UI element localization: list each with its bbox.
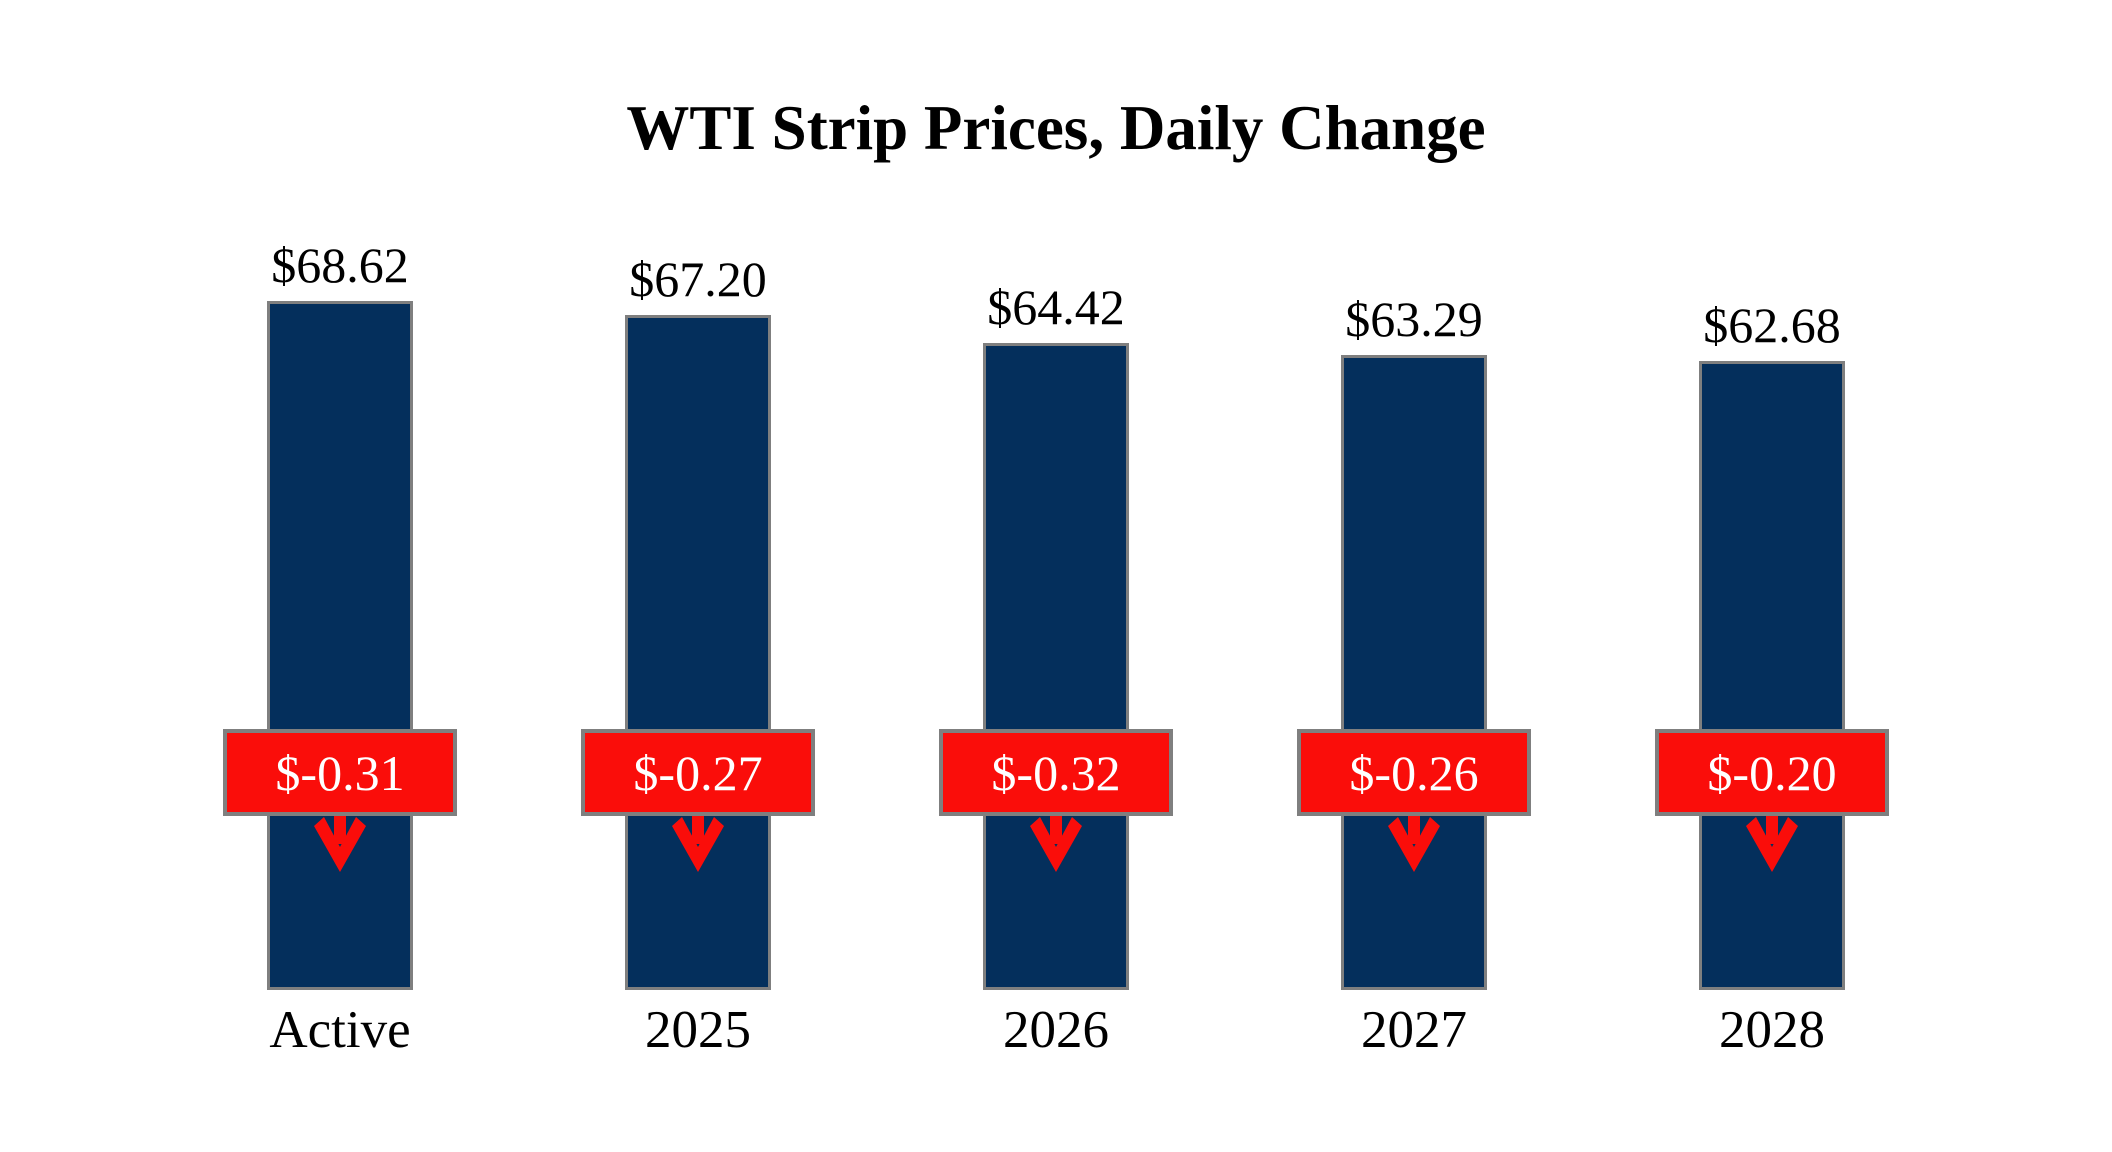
- bar-active: [267, 301, 413, 990]
- bar-value-label: $64.42: [987, 279, 1125, 335]
- daily-change-label: $-0.27: [581, 729, 815, 816]
- bar-2027: [1341, 355, 1487, 990]
- category-label: 2026: [1003, 1001, 1109, 1059]
- bar-value-label: $68.62: [271, 237, 409, 293]
- bar-value-label: $62.68: [1703, 297, 1841, 353]
- daily-change-label: $-0.31: [223, 729, 457, 816]
- down-arrow-icon: [1388, 813, 1440, 872]
- bar-2028: [1699, 361, 1845, 990]
- down-arrow-icon: [1030, 813, 1082, 872]
- down-arrow-icon: [314, 813, 366, 872]
- daily-change-label: $-0.32: [939, 729, 1173, 816]
- category-label: 2028: [1719, 1001, 1825, 1059]
- daily-change-label: $-0.20: [1655, 729, 1889, 816]
- bar-value-label: $63.29: [1345, 291, 1483, 347]
- bar-value-label: $67.20: [629, 251, 767, 307]
- category-label: 2027: [1361, 1001, 1467, 1059]
- daily-change-label: $-0.26: [1297, 729, 1531, 816]
- down-arrow-icon: [1746, 813, 1798, 872]
- category-label: 2025: [645, 1001, 751, 1059]
- chart-title: WTI Strip Prices, Daily Change: [626, 93, 1486, 163]
- bar-2025: [625, 315, 771, 990]
- bar-2026: [983, 343, 1129, 990]
- category-label: Active: [269, 1001, 411, 1059]
- down-arrow-icon: [672, 813, 724, 872]
